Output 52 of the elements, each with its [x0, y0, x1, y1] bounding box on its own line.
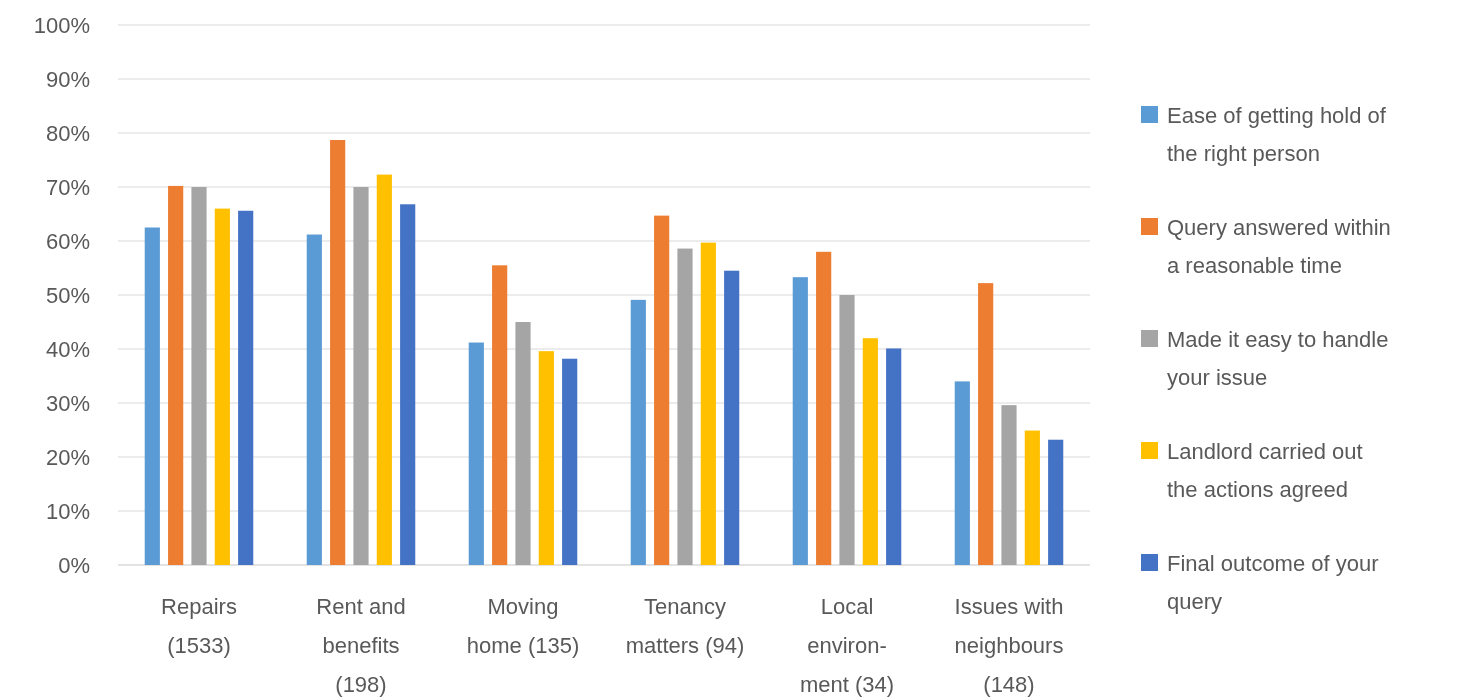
y-tick-label: 10%: [45, 498, 90, 524]
bar: [562, 358, 578, 565]
bar: [306, 234, 322, 565]
legend-label: Landlord carried out the actions agreed: [1167, 439, 1363, 502]
bar: [954, 381, 970, 565]
bar: [330, 140, 346, 565]
bar: [978, 283, 994, 565]
x-tick-label: Local environ- ment (34): [799, 594, 895, 697]
bar: [677, 248, 693, 565]
bar: [492, 265, 508, 565]
x-tick-label: Issues with neighbours (148): [954, 594, 1064, 697]
bar: [468, 342, 484, 565]
x-tick-label: Repairs (1533): [161, 594, 237, 658]
legend-label: Final outcome of your query: [1167, 551, 1379, 614]
bar: [862, 338, 878, 565]
bar: [538, 351, 554, 565]
bar: [214, 208, 230, 565]
y-tick-label: 30%: [45, 390, 90, 416]
legend-label: Ease of getting hold of the right person: [1167, 103, 1387, 166]
y-tick-label: 80%: [45, 120, 90, 146]
y-tick-label: 70%: [45, 174, 90, 200]
bar: [168, 185, 184, 565]
bar: [839, 295, 855, 565]
bar: [1024, 430, 1040, 565]
y-tick-label: 0%: [58, 552, 90, 578]
bar: [376, 174, 392, 565]
bar: [1048, 439, 1064, 565]
bar: [238, 210, 254, 565]
bar: [724, 270, 740, 565]
y-tick-label: 40%: [45, 336, 90, 362]
bar: [792, 277, 808, 565]
bar: [816, 251, 832, 565]
bar: [654, 215, 670, 565]
bar: [700, 242, 716, 565]
bar: [191, 187, 207, 565]
y-tick-label: 90%: [45, 66, 90, 92]
y-tick-label: 60%: [45, 228, 90, 254]
y-tick-label: 20%: [45, 444, 90, 470]
bar: [886, 348, 902, 565]
bar: [400, 204, 416, 565]
legend-label: Made it easy to handle your issue: [1167, 327, 1389, 390]
bar: [353, 187, 369, 565]
x-tick-label: Rent and benefits (198): [316, 594, 406, 697]
legend-label: Query answered within a reasonable time: [1167, 215, 1391, 278]
x-tick-label: Tenancy matters (94): [625, 594, 745, 658]
bar: [1001, 405, 1017, 565]
y-tick-label: 50%: [45, 282, 90, 308]
x-tick-label: Moving home (135): [466, 594, 580, 658]
bar: [630, 299, 646, 565]
y-tick-label: 100%: [33, 12, 90, 38]
bar: [515, 322, 531, 565]
bar: [144, 227, 160, 565]
